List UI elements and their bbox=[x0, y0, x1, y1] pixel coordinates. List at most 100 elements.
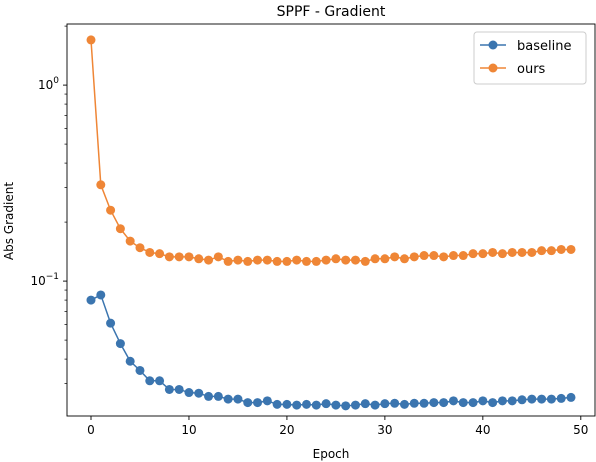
legend-ours-marker bbox=[488, 63, 498, 73]
series-ours-point bbox=[448, 251, 458, 261]
series-ours-point bbox=[566, 244, 576, 254]
series-baseline-point bbox=[537, 394, 547, 404]
series-ours-point bbox=[468, 249, 478, 259]
series-baseline-point bbox=[194, 388, 204, 398]
x-tick-label: 0 bbox=[87, 423, 95, 437]
series-ours-point bbox=[194, 254, 204, 264]
series-ours-point bbox=[282, 256, 292, 266]
series-ours-point bbox=[302, 256, 312, 266]
series-ours-point bbox=[517, 247, 527, 257]
series-ours-point bbox=[272, 256, 282, 266]
legend: baseline ours bbox=[473, 31, 587, 85]
series-ours-point bbox=[497, 249, 507, 259]
series-ours-point bbox=[155, 249, 165, 259]
legend-baseline-label: baseline bbox=[517, 39, 571, 54]
series-ours-point bbox=[243, 256, 253, 266]
series-baseline-point bbox=[497, 396, 507, 406]
series-baseline-point bbox=[380, 399, 390, 409]
legend-baseline-marker bbox=[488, 40, 498, 50]
series-baseline-point bbox=[321, 399, 331, 409]
series-baseline-point bbox=[135, 365, 145, 375]
series-baseline-point bbox=[164, 384, 174, 394]
series-ours-point bbox=[527, 247, 537, 257]
series-baseline-point bbox=[145, 376, 155, 386]
series-baseline-point bbox=[96, 290, 106, 300]
series-baseline-point bbox=[488, 398, 498, 408]
series-ours-point bbox=[164, 252, 174, 262]
series-baseline-point bbox=[399, 399, 409, 409]
series-baseline-point bbox=[390, 398, 400, 408]
series-baseline-point bbox=[253, 398, 263, 408]
series-ours-point bbox=[546, 246, 556, 256]
series-ours-point bbox=[174, 252, 184, 262]
series-ours-point bbox=[370, 254, 380, 264]
y-tick-label: 10−1 bbox=[30, 272, 59, 288]
y-tick-label: 100 bbox=[38, 76, 59, 92]
series-ours-point bbox=[380, 254, 390, 264]
series-ours-point bbox=[135, 243, 145, 253]
series-ours-point bbox=[537, 246, 547, 256]
series-baseline-point bbox=[262, 396, 272, 406]
series-baseline-point bbox=[360, 399, 370, 409]
series-ours-point bbox=[96, 180, 106, 190]
series-ours-point bbox=[86, 35, 96, 45]
series-baseline-point bbox=[458, 398, 468, 408]
series-baseline-point bbox=[155, 376, 165, 386]
series-ours-point bbox=[419, 251, 429, 261]
series-baseline-point bbox=[174, 384, 184, 394]
series-baseline-point bbox=[213, 391, 223, 401]
series-baseline-point bbox=[282, 399, 292, 409]
series-baseline-point bbox=[106, 318, 116, 328]
series-baseline-point bbox=[507, 396, 517, 406]
x-axis-label: Epoch bbox=[313, 447, 350, 461]
series-baseline-point bbox=[233, 394, 243, 404]
series-baseline-point bbox=[204, 391, 214, 401]
series-baseline-point bbox=[527, 394, 537, 404]
series-ours-point bbox=[390, 252, 400, 262]
series-baseline-point bbox=[311, 400, 321, 410]
x-tick-label: 50 bbox=[573, 423, 588, 437]
series-baseline-point bbox=[184, 388, 194, 398]
chart-title: SPPF - Gradient bbox=[277, 4, 386, 20]
series-ours-point bbox=[311, 256, 321, 266]
x-tick-label: 30 bbox=[377, 423, 392, 437]
series-ours-point bbox=[223, 256, 233, 266]
series-ours-point bbox=[556, 244, 566, 254]
x-tick-label: 40 bbox=[475, 423, 490, 437]
series-ours-point bbox=[145, 247, 155, 257]
y-axis-label: Abs Gradient bbox=[2, 182, 16, 260]
series-ours-point bbox=[478, 249, 488, 259]
series-ours-point bbox=[360, 256, 370, 266]
series-baseline-point bbox=[125, 356, 135, 366]
series-ours-point bbox=[115, 224, 125, 234]
series-ours-point bbox=[233, 255, 243, 265]
series-baseline-point bbox=[86, 295, 96, 305]
x-tick-label: 10 bbox=[181, 423, 196, 437]
series-baseline-point bbox=[272, 399, 282, 409]
series-ours-point bbox=[429, 251, 439, 261]
series-ours-point bbox=[331, 254, 341, 264]
series-ours-point bbox=[125, 236, 135, 246]
series-ours-point bbox=[321, 255, 331, 265]
series-baseline-point bbox=[115, 339, 125, 349]
series-ours-point bbox=[213, 252, 223, 262]
series-ours-point bbox=[399, 254, 409, 264]
series-ours-point bbox=[253, 255, 263, 265]
series-baseline-point bbox=[468, 398, 478, 408]
series-baseline-point bbox=[223, 394, 233, 404]
legend-ours-label: ours bbox=[517, 62, 546, 77]
series-ours-point bbox=[439, 252, 449, 262]
series-baseline-point bbox=[448, 396, 458, 406]
series-baseline-point bbox=[439, 398, 449, 408]
series-baseline-point bbox=[341, 401, 351, 411]
series-ours-point bbox=[341, 255, 351, 265]
plot-area: 0 10 20 30 40 50 100 10−1 bbox=[30, 23, 596, 437]
series-baseline-point bbox=[517, 395, 527, 405]
series-baseline-point bbox=[331, 400, 341, 410]
series-baseline-point bbox=[419, 398, 429, 408]
series-ours-point bbox=[106, 205, 116, 215]
series-baseline-point bbox=[478, 396, 488, 406]
series-baseline-point bbox=[429, 398, 439, 408]
series-ours-point bbox=[507, 247, 517, 257]
